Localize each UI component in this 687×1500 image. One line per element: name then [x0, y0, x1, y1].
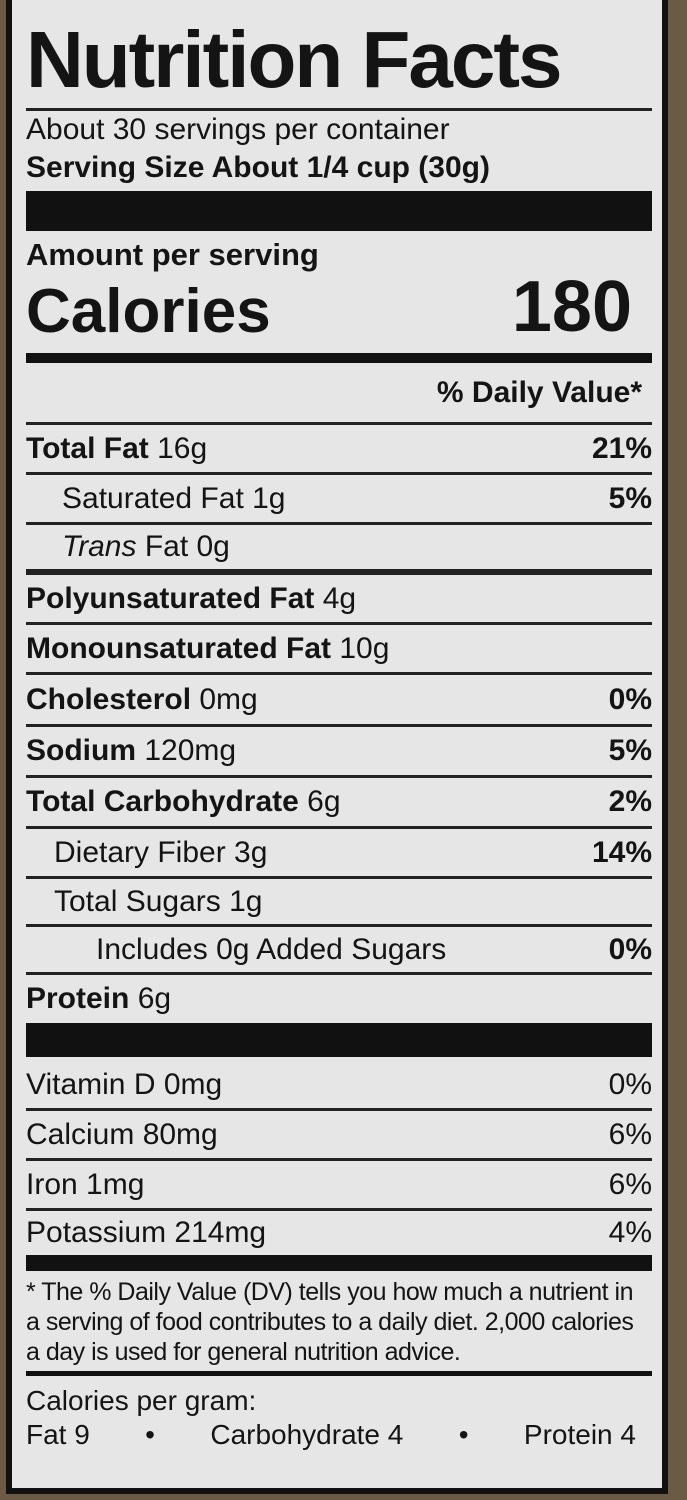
divider	[26, 1255, 652, 1271]
serving-size: Serving Size About 1/4 cup (30g)	[26, 151, 490, 184]
amount-per-serving: Amount per serving	[26, 237, 319, 272]
calories-value: 180	[511, 267, 632, 347]
divider	[26, 353, 652, 363]
nutrient-row: Total Fat 16g 21%	[26, 425, 652, 475]
vitamin-row: Iron 1mg 6%	[26, 1161, 652, 1211]
nutrient-row: Monounsaturated Fat 10g	[26, 625, 652, 675]
nutrient-row: Sodium 120mg 5%	[26, 727, 652, 778]
divider	[26, 1371, 652, 1376]
nutrient-row: Polyunsaturated Fat 4g	[26, 575, 652, 625]
calories-label: Calories	[26, 277, 271, 346]
nutrient-row: Cholesterol 0mg 0%	[26, 675, 652, 727]
nutrient-row: Saturated Fat 1g 5%	[26, 475, 652, 525]
nutrient-row: Total Sugars 1g	[26, 879, 652, 927]
divider	[26, 108, 652, 111]
nutrient-row: Includes 0g Added Sugars 0%	[26, 927, 652, 975]
nutrient-row: Trans Fat 0g	[26, 525, 652, 575]
fat-calories: Fat 9	[26, 1419, 90, 1450]
divider	[26, 191, 652, 231]
servings-per-container: About 30 servings per container	[26, 113, 450, 146]
nutrition-facts-label: Nutrition Facts About 30 servings per co…	[6, 0, 668, 1494]
calories-per-gram-label: Calories per gram:	[26, 1385, 257, 1416]
calories-per-gram: Calories per gram: Fat 9 • Carbohydrate …	[26, 1376, 652, 1452]
nutrient-row: Total Carbohydrate 6g 2%	[26, 778, 652, 829]
dv-header: % Daily Value*	[436, 375, 642, 409]
daily-value-footnote: * The % Daily Value (DV) tells you how m…	[26, 1278, 634, 1366]
vitamin-row: Vitamin D 0mg 0%	[26, 1061, 652, 1111]
nutrient-row: Dietary Fiber 3g 14%	[26, 829, 652, 879]
nutrient-row: Protein 6g	[26, 982, 172, 1015]
vitamin-row: Calcium 80mg 6%	[26, 1111, 652, 1161]
divider	[26, 1023, 652, 1057]
bullet: •	[145, 1419, 155, 1450]
vitamin-row: Potassium 214mg 4%	[26, 1216, 652, 1249]
carb-calories: Carbohydrate 4	[210, 1419, 404, 1450]
label-title: Nutrition Facts	[26, 15, 562, 104]
bullet: •	[458, 1419, 469, 1450]
protein-calories: Protein 4	[523, 1419, 636, 1450]
